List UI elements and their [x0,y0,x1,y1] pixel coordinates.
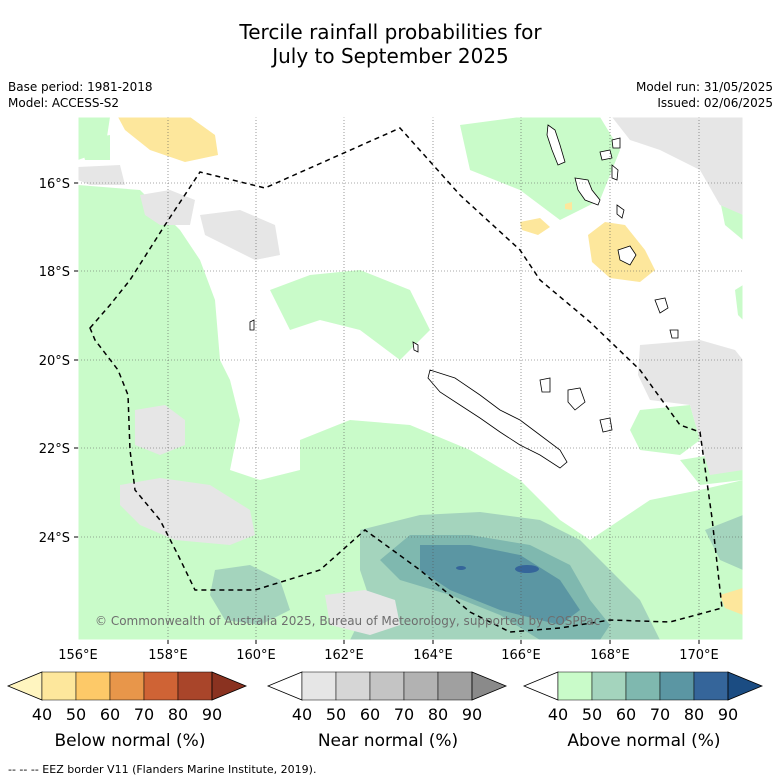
below-colorbar-under [6,671,43,701]
above-colorbar-segment [693,671,729,701]
above-colorbar-tick: 90 [718,705,738,724]
near-colorbar-under [266,671,303,701]
model-name: Model: ACCESS-S2 [8,96,120,110]
near-colorbar-tick: 80 [428,705,448,724]
model-run: Model run: 31/05/2025 [635,80,773,94]
meta-left: Base period: 1981-2018 Model: ACCESS-S2 [8,79,153,111]
above-colorbar-tick: 40 [548,705,568,724]
lon-label-156e: 156°E [58,648,98,663]
colorbar-above-normal: 40 50 60 70 80 90 [522,671,764,724]
near-colorbar-tick: 90 [462,705,482,724]
below-colorbar-tick: 50 [66,705,86,724]
below-colorbar-segment [75,671,111,701]
near-colorbar-segment [437,671,473,701]
near-colorbar-segment [335,671,371,701]
above-colorbar-segment [659,671,695,701]
issued-date: Issued: 02/06/2025 [657,96,773,110]
below-colorbar-tick: 70 [134,705,154,724]
base-period: Base period: 1981-2018 [8,80,153,94]
colorbar-below-normal: 40 50 60 70 80 90 [6,671,248,724]
near-colorbar-tick: 40 [292,705,312,724]
near-colorbar-tick: 50 [326,705,346,724]
below-colorbar-tick: 60 [100,705,120,724]
below-colorbar-tick: 90 [202,705,222,724]
coastline [249,124,679,469]
map-area [78,117,743,640]
near-colorbar-segment [369,671,405,701]
near-colorbar-segment [403,671,439,701]
above-colorbar-tick: 60 [616,705,636,724]
meta-right: Model run: 31/05/2025 Issued: 02/06/2025 [636,79,773,111]
lon-label-160e: 160°E [236,648,276,663]
lon-label-164e: 164°E [413,648,453,663]
near-colorbar-segment [301,671,337,701]
above-normal-80-region [420,545,580,625]
near-colorbar-tick: 60 [360,705,380,724]
map-title-line1: Tercile rainfall probabilities for [239,20,542,44]
lon-label-162e: 162°E [324,648,364,663]
below-colorbar-over [211,671,248,701]
below-colorbar-tick: 80 [168,705,188,724]
near-colorbar-tick: 70 [394,705,414,724]
colorbar-near-normal: 40 50 60 70 80 90 [266,671,508,724]
lon-label-168e: 168°E [590,648,630,663]
above-colorbar-tick: 50 [582,705,602,724]
above-colorbar-segment [591,671,627,701]
below-colorbar-tick: 40 [32,705,52,724]
lon-label-166e: 166°E [501,648,541,663]
lon-label-158e: 158°E [148,648,188,663]
above-colorbar-tick: 70 [650,705,670,724]
copyright-notice: © Commonwealth of Australia 2025, Bureau… [95,614,601,628]
lat-label-16s: 16°S [39,177,70,192]
below-colorbar-segment [109,671,145,701]
below-colorbar-segment [143,671,179,701]
above-colorbar-segment [625,671,661,701]
axis-ticks [74,182,700,644]
above-colorbar-segment [557,671,593,701]
graticule [78,117,743,640]
eez-legend-note: -- -- -- EEZ border V11 (Flanders Marine… [8,763,317,776]
eez-border [89,127,723,633]
colorbar-above-title: Above normal (%) [567,731,721,751]
near-normal-region [78,117,743,635]
above-colorbar-under [522,671,559,701]
lat-label-20s: 20°S [39,354,70,369]
colorbar-below-title: Below normal (%) [54,731,206,751]
lat-label-22s: 22°S [39,442,70,457]
lon-label-170e: 170°E [679,648,719,663]
near-colorbar-over [471,671,508,701]
below-colorbar-segment [177,671,213,701]
above-colorbar-over [727,671,764,701]
lat-label-24s: 24°S [39,531,70,546]
below-colorbar-segment [41,671,77,701]
colorbar-near-title: Near normal (%) [317,731,459,751]
above-colorbar-tick: 80 [684,705,704,724]
lat-label-18s: 18°S [39,265,70,280]
map-title-line2: July to September 2025 [272,44,509,68]
